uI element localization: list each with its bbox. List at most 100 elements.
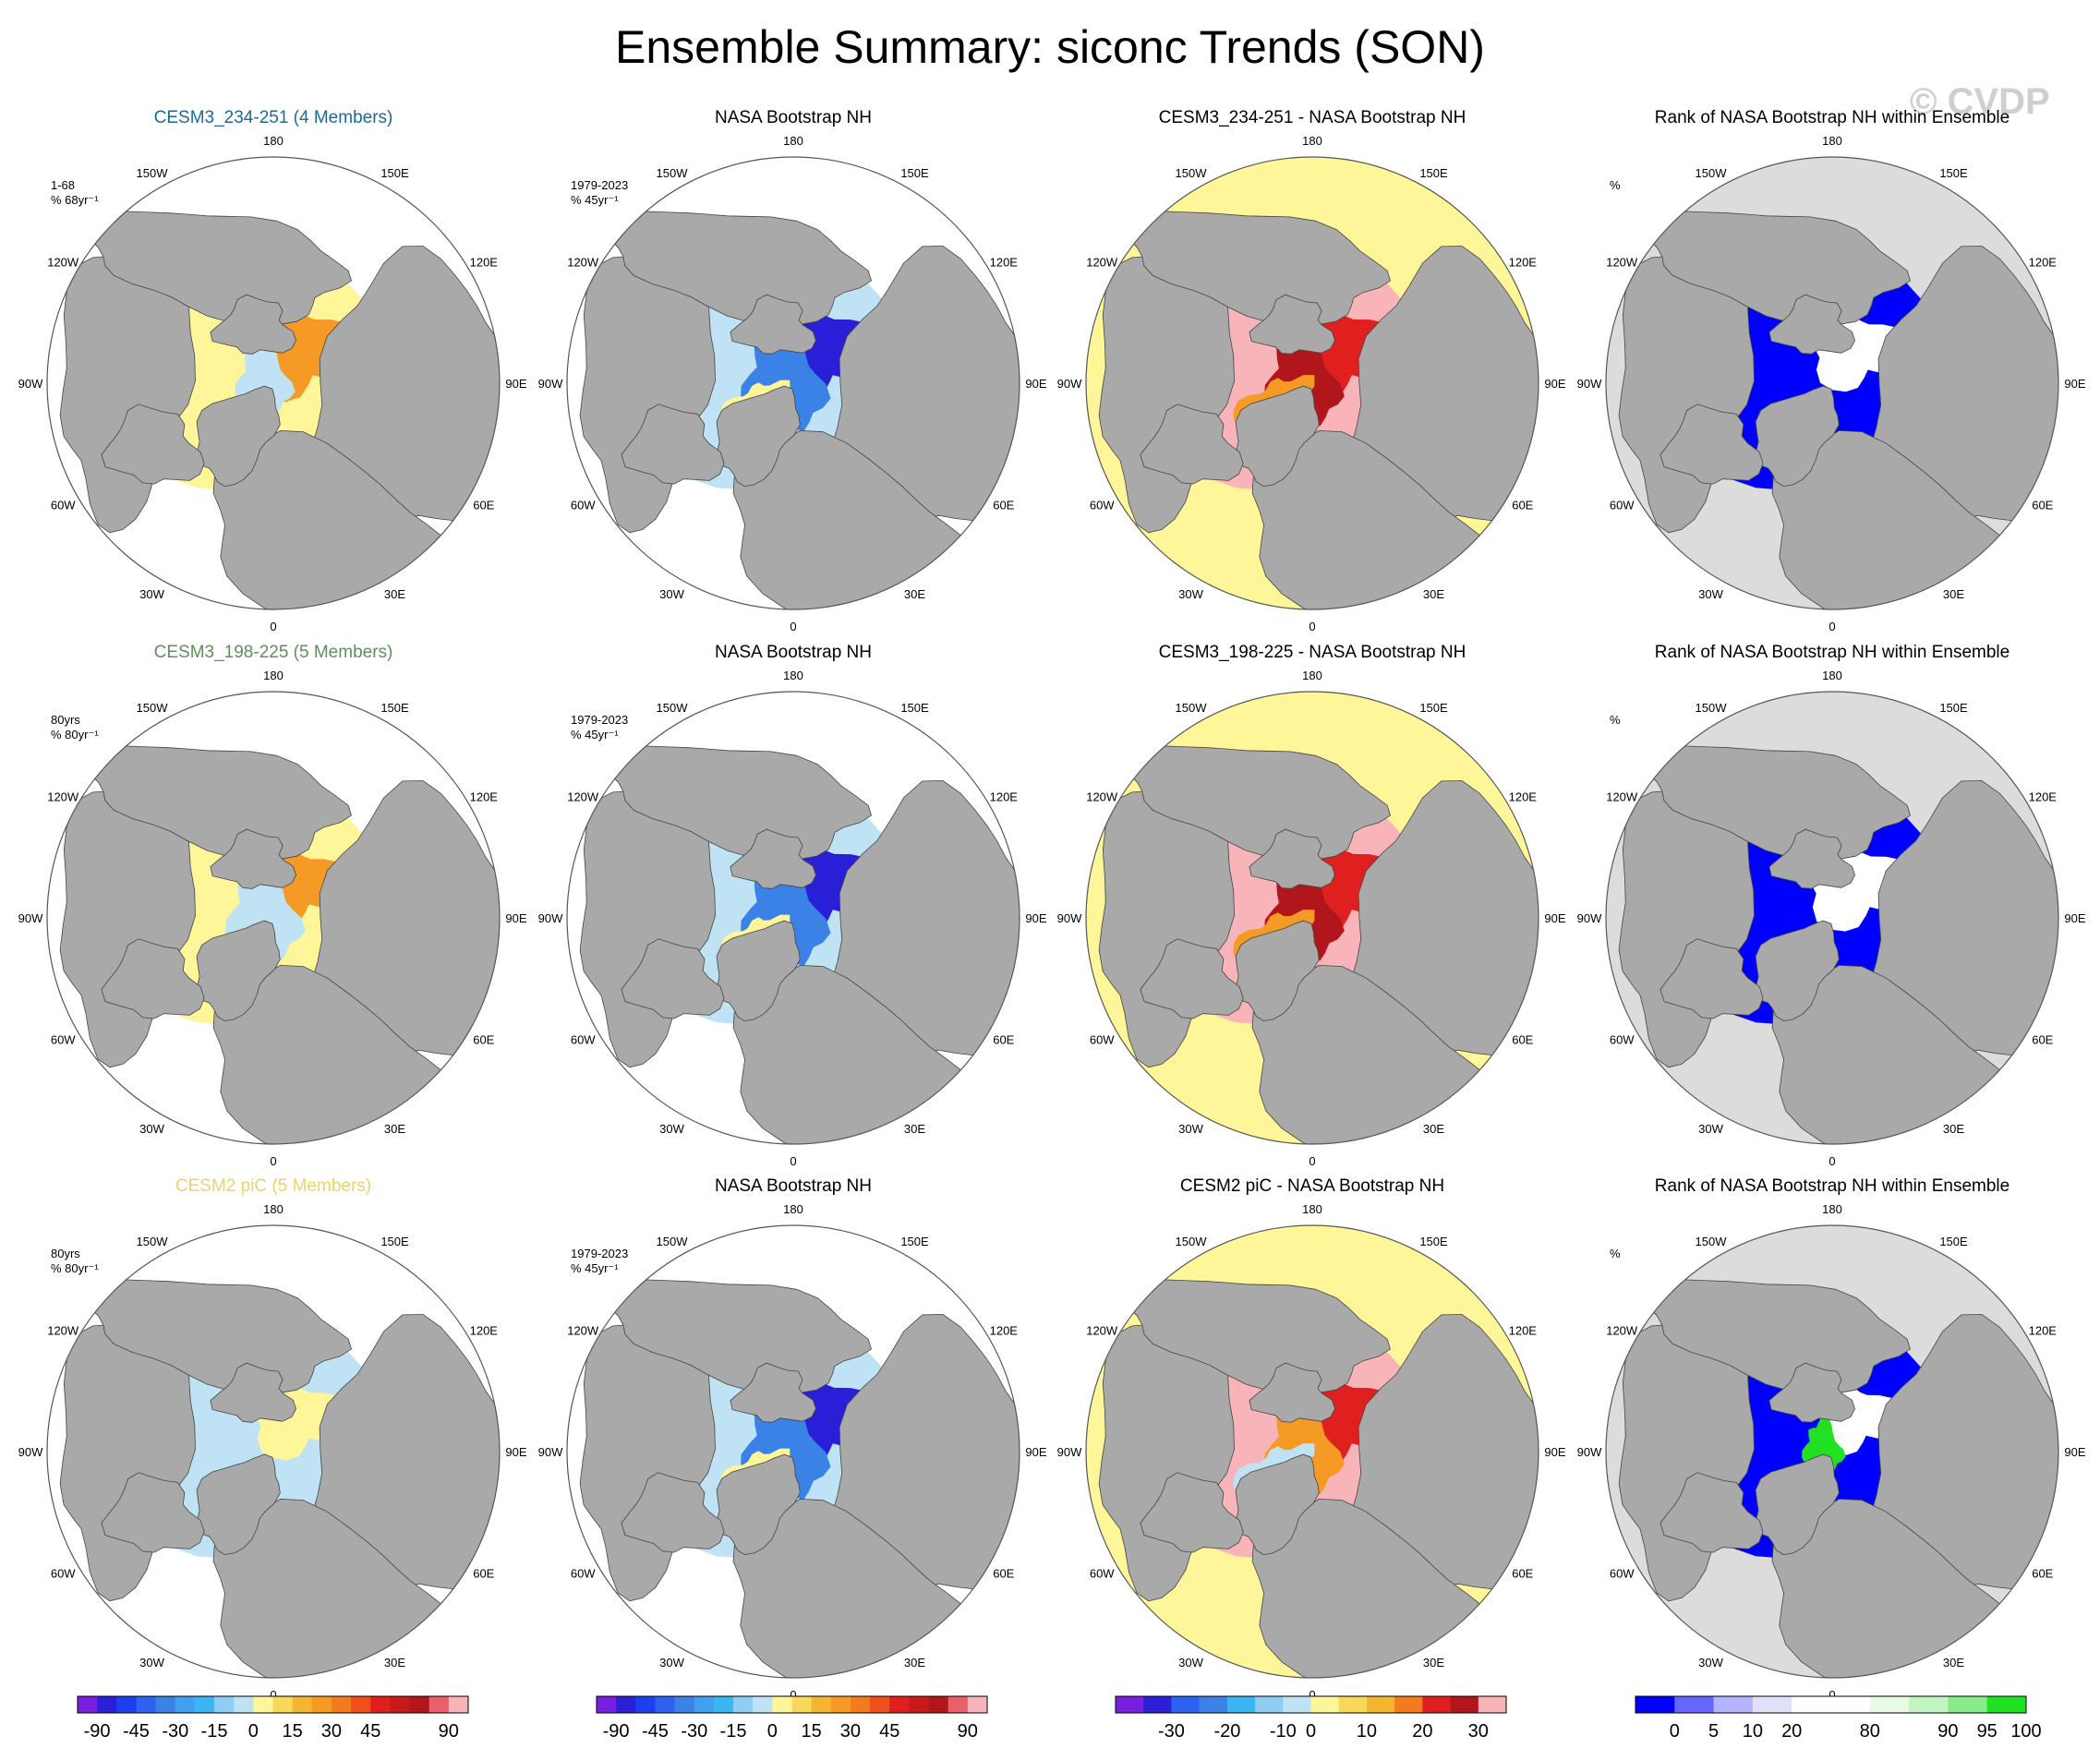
longitude-label: 150E (380, 701, 409, 715)
colorbar-tick-label: -15 (720, 1721, 747, 1742)
longitude-label: 30W (1178, 587, 1203, 601)
longitude-label: 60E (993, 1567, 1014, 1581)
colorbar-tick-label: 15 (282, 1721, 302, 1742)
longitude-label: 30E (1423, 1122, 1444, 1136)
panel-note-line1: 1979-2023 (571, 178, 629, 192)
colorbar-tick-label: -90 (84, 1721, 111, 1742)
colorbar-swatch (292, 1696, 313, 1713)
longitude-label: 150W (1176, 166, 1208, 180)
longitude-label: 90E (505, 377, 526, 391)
longitude-label: 150W (137, 1235, 169, 1248)
longitude-label: 60E (2032, 1567, 2053, 1581)
colorbar-frame (1635, 1695, 2027, 1714)
longitude-label: 120W (1086, 1324, 1118, 1338)
longitude-label: 150E (1939, 166, 1968, 180)
colorbar-tick-label: 20 (1412, 1721, 1432, 1742)
longitude-label: 30W (659, 587, 684, 601)
longitude-label: 90E (505, 1445, 526, 1459)
panel-note: 80yrs% 80yr⁻¹ (51, 713, 99, 742)
panel-title: CESM3_234-251 - NASA Bootstrap NH (1158, 108, 1466, 127)
longitude-label: 30E (904, 1656, 925, 1670)
longitude-label: 150E (900, 1235, 929, 1248)
longitude-label: 180 (1822, 134, 1842, 148)
map-border (566, 691, 1020, 1145)
colorbar-swatch (1338, 1696, 1368, 1713)
land-mass (1346, 780, 1539, 1071)
longitude-label: 90W (1577, 1445, 1602, 1459)
land-mass (1755, 385, 1840, 488)
longitude-label: 30E (1423, 1656, 1444, 1670)
longitude-label: 60E (473, 1033, 494, 1047)
longitude-label: 120E (990, 1324, 1019, 1338)
longitude-label: 120W (1606, 790, 1638, 804)
longitude-label: 90E (2064, 377, 2085, 391)
longitude-label: 150W (1176, 1235, 1208, 1248)
longitude-label: 150W (1696, 701, 1728, 715)
colorbar-swatch (1478, 1696, 1507, 1713)
longitude-label: 90W (538, 1445, 563, 1459)
longitude-label: 0 (790, 1154, 796, 1168)
polar-map: 180 150E 120E 90E 60E 30E 0 30W 60W 90W 120W 150W (538, 669, 1047, 1168)
longitude-label: 0 (1309, 1154, 1315, 1168)
longitude-label: 150W (657, 1235, 689, 1248)
panel-note: % (1610, 1247, 1621, 1261)
colorbar-swatch (331, 1696, 352, 1713)
longitude-label: 60W (1090, 1033, 1115, 1047)
colorbar-swatch (909, 1696, 930, 1713)
panel-note-line2: % 80yr⁻¹ (51, 728, 99, 741)
longitude-label: 30E (1943, 1122, 1964, 1136)
colorbar-swatch (713, 1696, 734, 1713)
land-mass (827, 780, 1020, 1071)
land-mass (1659, 404, 1764, 485)
colorbar-swatch (694, 1696, 715, 1713)
colorbar-swatch (1752, 1696, 1792, 1713)
land-mass (196, 1453, 281, 1556)
difference-colorbar: -30 -20 -10 0 10 20 30 (1115, 1695, 1507, 1742)
longitude-label: 180 (263, 134, 284, 148)
land-mass (827, 246, 1020, 536)
trend-colorbar-1: -90 -45 -30 -15 0 15 30 45 90 (77, 1695, 469, 1742)
colorbar-tick-label: -30 (1158, 1721, 1185, 1742)
map-border (46, 156, 501, 610)
longitude-label: 60W (51, 1567, 76, 1581)
land-mass (730, 294, 816, 355)
longitude-label: 60E (2032, 499, 2053, 512)
longitude-label: 30W (139, 587, 164, 601)
longitude-label: 90W (1057, 377, 1082, 391)
longitude-label: 0 (270, 620, 276, 633)
colorbar-tick-label: 0 (1306, 1721, 1316, 1742)
panel-title: CESM2 piC (5 Members) (175, 1176, 372, 1196)
longitude-label: 0 (270, 1154, 276, 1168)
colorbar-tick-label: 90 (439, 1721, 459, 1742)
colorbar-swatch (1830, 1696, 1871, 1713)
colorbar-swatch (234, 1696, 254, 1713)
colorbar-tick-label: 45 (360, 1721, 380, 1742)
colorbar-swatch (1986, 1696, 2027, 1713)
colorbar-tick-label: -30 (681, 1721, 707, 1742)
polar-map: 180 150E 120E 90E 60E 30E 0 30W 60W 90W 120W 150W (1057, 669, 1566, 1168)
longitude-label: 150W (137, 166, 169, 180)
longitude-label: 150E (1419, 1235, 1448, 1248)
panel-note: 80yrs% 80yr⁻¹ (51, 1247, 99, 1276)
map-border (1605, 1224, 2059, 1679)
longitude-label: 0 (790, 620, 796, 633)
land-mass (1866, 246, 2058, 536)
land-mass (1768, 294, 1855, 355)
longitude-label: 60E (473, 499, 494, 512)
colorbar-swatch (175, 1696, 196, 1713)
map-field (47, 1225, 500, 1678)
panel-note: 1979-2023% 45yr⁻¹ (571, 1247, 628, 1276)
longitude-label: 180 (1302, 1202, 1322, 1216)
longitude-label: 120E (470, 1324, 499, 1338)
panel-title: NASA Bootstrap NH (714, 643, 873, 662)
colorbar-swatch (753, 1696, 773, 1713)
colorbar-tick-label: 100 (2010, 1721, 2041, 1742)
panel-title: CESM3_198-225 (5 Members) (153, 643, 393, 662)
colorbar-frame (77, 1695, 469, 1714)
colorbar-tick-label: 10 (1743, 1721, 1763, 1742)
land-mass (1866, 1314, 2058, 1605)
longitude-label: 30E (904, 587, 925, 601)
land-mass (196, 385, 281, 488)
panel-note-line2: % 45yr⁻¹ (571, 193, 619, 207)
colorbar-tick-label: -10 (1270, 1721, 1297, 1742)
